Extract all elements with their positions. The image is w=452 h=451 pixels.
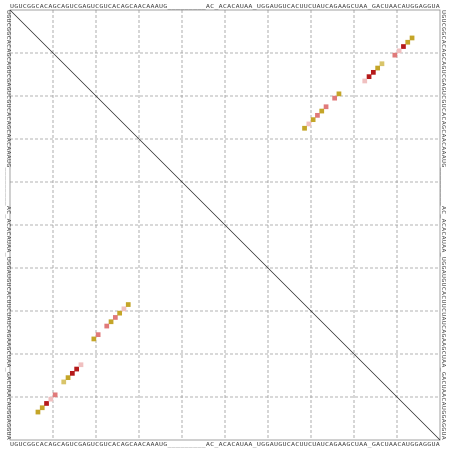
pair-cell-lower [91, 336, 97, 342]
pair-cell-lower [48, 396, 54, 402]
sequence-left: UGUCGGCACAGCAGUCGAGUCGUCACAGCAACAAAUG___… [5, 10, 11, 441]
pair-cell-upper [310, 117, 316, 123]
pair-cell-upper [306, 121, 312, 127]
main-diagonal [9, 9, 441, 441]
pair-cell-lower [117, 310, 123, 316]
pair-cell-upper [370, 69, 376, 75]
pair-cell-upper [315, 112, 320, 118]
pair-cell-lower [61, 379, 67, 385]
pair-cell-lower [74, 366, 80, 372]
pair-cell-upper [323, 104, 329, 110]
pair-cell-upper [319, 108, 325, 114]
pair-cell-upper [379, 61, 385, 67]
pair-cell-upper [362, 78, 368, 84]
grid-lines [10, 10, 440, 440]
pair-cell-lower [121, 306, 127, 312]
pair-cell-upper [332, 95, 338, 101]
pair-cell-upper [401, 44, 406, 49]
pair-cell-lower [125, 302, 131, 307]
pair-cell-upper [409, 35, 415, 41]
pair-cell-lower [35, 409, 41, 415]
sequence-bottom: UGUCGGCACAGCAGUCGAGUCGUCACAGCAACAAAUG___… [10, 442, 441, 448]
sequence-top: UGUCGGCACAGCAGUCGAGUCGUCACAGCAACAAAUG___… [10, 4, 441, 10]
pair-cell-upper [405, 39, 411, 45]
pair-cell-upper [396, 48, 402, 54]
pair-cells [35, 35, 415, 415]
pair-cell-lower [69, 370, 75, 376]
pair-cell-upper [392, 52, 398, 58]
pair-cell-lower [95, 332, 101, 338]
pair-cell-lower [112, 315, 118, 320]
pair-cell-lower [65, 375, 71, 381]
pair-cell-upper [336, 91, 342, 97]
pair-cell-upper [375, 65, 381, 71]
pair-cell-lower [52, 392, 58, 398]
pair-cell-lower [104, 323, 110, 329]
pair-cell-lower [78, 362, 84, 368]
sequence-right: UGUCGGCACAGCAGUCGAGUCGUCACAGCAACAAAUG___… [440, 10, 446, 441]
pair-cell-upper [366, 74, 372, 80]
pair-cell-upper [302, 125, 307, 131]
pair-cell-lower [44, 401, 49, 406]
pair-cell-lower [108, 319, 114, 325]
plot-frame [9, 9, 441, 441]
pair-cell-lower [39, 405, 45, 411]
